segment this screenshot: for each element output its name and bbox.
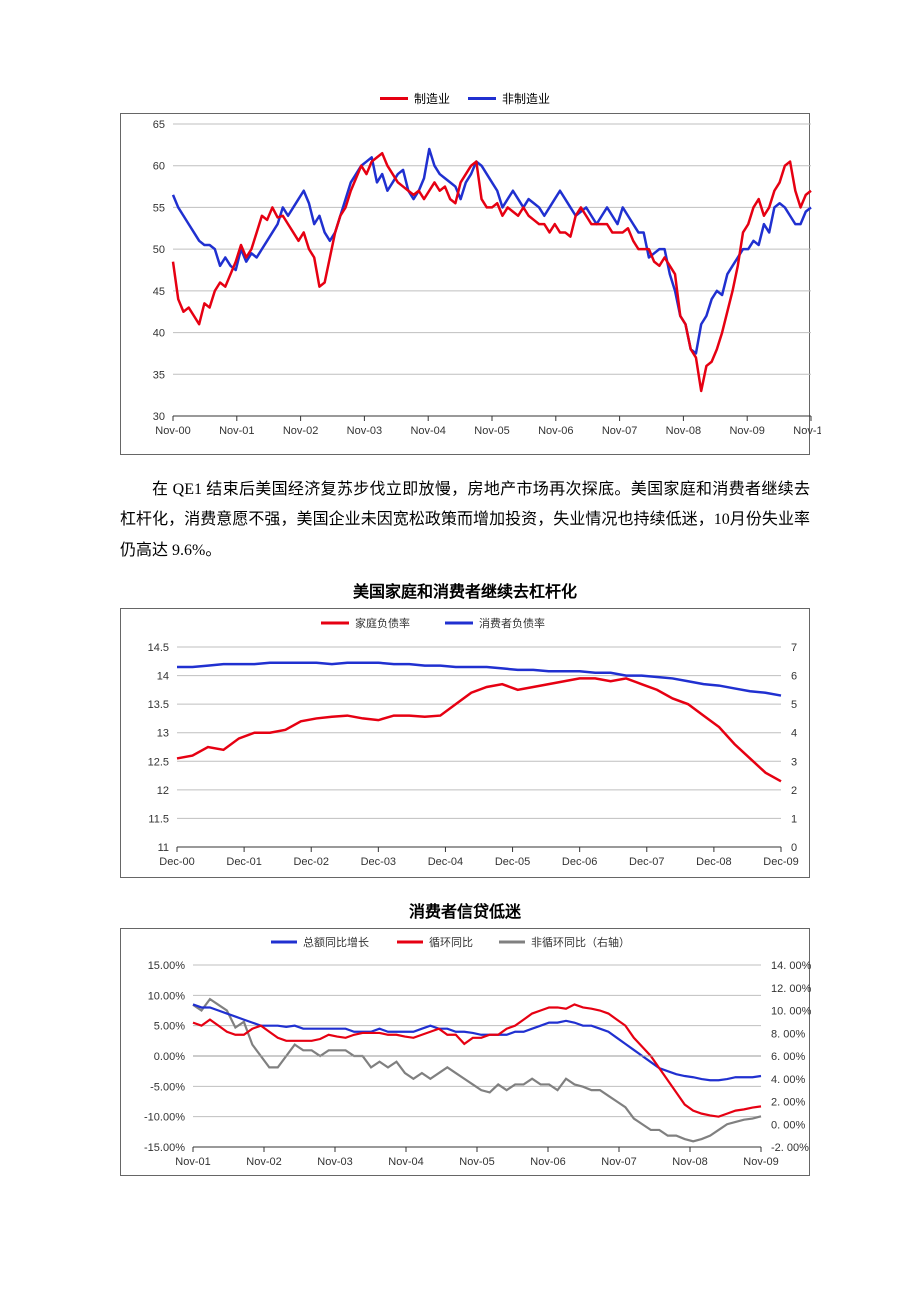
svg-text:Nov-03: Nov-03: [317, 1156, 352, 1168]
legend-swatch: [468, 97, 496, 100]
svg-text:4. 00%: 4. 00%: [771, 1074, 805, 1086]
svg-text:4: 4: [791, 728, 797, 740]
svg-text:Dec-07: Dec-07: [629, 856, 664, 868]
svg-text:Nov-06: Nov-06: [538, 425, 573, 437]
svg-text:循环同比: 循环同比: [429, 936, 473, 949]
svg-text:总额同比增长: 总额同比增长: [303, 935, 369, 949]
svg-text:Dec-06: Dec-06: [562, 856, 597, 868]
chart-credit-plot: 总额同比增长 循环同比 非循环同比（右轴） -15.00% -10.00% -5.00% 0…: [120, 928, 810, 1176]
svg-text:家庭负债率: 家庭负债率: [355, 616, 410, 630]
svg-text:6. 00%: 6. 00%: [771, 1051, 805, 1063]
svg-text:Nov-06: Nov-06: [530, 1156, 565, 1168]
svg-text:2: 2: [791, 785, 797, 797]
chart-deleverage-plot: 家庭负债率消费者负债率1111.51212.51313.51414.501234…: [120, 608, 810, 878]
svg-text:55: 55: [153, 202, 165, 214]
svg-text:Nov-08: Nov-08: [672, 1156, 707, 1168]
svg-text:Nov-00: Nov-00: [155, 425, 190, 437]
svg-text:10. 00%: 10. 00%: [771, 1006, 812, 1018]
svg-text:0: 0: [791, 842, 797, 854]
svg-text:14.5: 14.5: [148, 642, 169, 654]
svg-text:-10.00%: -10.00%: [144, 1112, 185, 1124]
chart-deleverage: 美国家庭和消费者继续去杠杆化 家庭负债率消费者负债率1111.51212.513…: [120, 578, 810, 878]
svg-text:Nov-01: Nov-01: [219, 425, 254, 437]
svg-text:Dec-04: Dec-04: [428, 856, 463, 868]
svg-text:-15.00%: -15.00%: [144, 1142, 185, 1154]
svg-text:Dec-08: Dec-08: [696, 856, 731, 868]
svg-text:Dec-05: Dec-05: [495, 856, 530, 868]
chart-title: 美国家庭和消费者继续去杠杆化: [120, 578, 810, 602]
svg-text:Nov-02: Nov-02: [283, 425, 318, 437]
svg-text:7: 7: [791, 642, 797, 654]
svg-text:非循环同比（右轴）: 非循环同比（右轴）: [531, 935, 630, 949]
svg-text:12: 12: [157, 785, 169, 797]
svg-text:11.5: 11.5: [148, 814, 169, 826]
svg-text:Nov-04: Nov-04: [388, 1156, 423, 1168]
svg-text:15.00%: 15.00%: [148, 960, 186, 972]
chart-pmi: 制造业 非制造业 30 35 40 45 50 55 60 65 Nov-00 Nov-01 Nov…: [120, 90, 810, 455]
svg-text:11: 11: [158, 842, 169, 854]
svg-text:Nov-03: Nov-03: [347, 425, 382, 437]
chart-pmi-legend: 制造业 非制造业: [120, 90, 810, 107]
svg-text:14: 14: [157, 671, 169, 683]
svg-text:Nov-02: Nov-02: [246, 1156, 281, 1168]
svg-text:Nov-10: Nov-10: [793, 425, 821, 437]
svg-text:0. 00%: 0. 00%: [771, 1119, 805, 1131]
svg-text:Nov-08: Nov-08: [666, 425, 701, 437]
svg-text:Dec-02: Dec-02: [293, 856, 328, 868]
svg-text:30: 30: [153, 411, 165, 423]
svg-text:13.5: 13.5: [148, 699, 169, 711]
svg-text:Dec-00: Dec-00: [159, 856, 194, 868]
svg-text:65: 65: [153, 119, 165, 131]
svg-text:35: 35: [153, 369, 165, 381]
svg-text:1: 1: [791, 814, 797, 826]
svg-text:Dec-09: Dec-09: [763, 856, 798, 868]
legend-label: 非制造业: [502, 90, 550, 107]
svg-text:Nov-09: Nov-09: [743, 1156, 778, 1168]
chart-pmi-plot: 30 35 40 45 50 55 60 65 Nov-00 Nov-01 Nov-02 Nov-03…: [120, 113, 810, 455]
svg-text:Dec-03: Dec-03: [361, 856, 396, 868]
body-paragraph: 在 QE1 结束后美国经济复苏步伐立即放慢，房地产市场再次探底。美国家庭和消费者…: [120, 475, 810, 566]
svg-text:5: 5: [791, 699, 797, 711]
svg-text:-2. 00%: -2. 00%: [771, 1142, 809, 1154]
svg-text:Nov-04: Nov-04: [410, 425, 445, 437]
svg-text:Dec-01: Dec-01: [226, 856, 261, 868]
svg-text:5.00%: 5.00%: [154, 1021, 185, 1033]
svg-text:Nov-07: Nov-07: [602, 425, 637, 437]
svg-text:13: 13: [157, 728, 169, 740]
legend-swatch: [380, 97, 408, 100]
svg-text:6: 6: [791, 671, 797, 683]
legend-item: 制造业: [380, 90, 450, 107]
chart-credit: 消费者信贷低迷 总额同比增长 循环同比 非循环同比（右轴） -15.00% -10.00…: [120, 898, 810, 1176]
svg-text:Nov-05: Nov-05: [459, 1156, 494, 1168]
svg-text:Nov-05: Nov-05: [474, 425, 509, 437]
svg-text:消费者负债率: 消费者负债率: [479, 616, 545, 630]
svg-text:Nov-09: Nov-09: [729, 425, 764, 437]
legend-label: 制造业: [414, 90, 450, 107]
chart-title: 消费者信贷低迷: [120, 898, 810, 922]
svg-text:3: 3: [791, 756, 797, 768]
svg-text:14. 00%: 14. 00%: [771, 960, 812, 972]
svg-text:Nov-07: Nov-07: [601, 1156, 636, 1168]
svg-text:2. 00%: 2. 00%: [771, 1097, 805, 1109]
svg-text:-5.00%: -5.00%: [150, 1082, 185, 1094]
svg-text:10.00%: 10.00%: [148, 991, 186, 1003]
svg-text:12.5: 12.5: [148, 756, 169, 768]
svg-text:8. 00%: 8. 00%: [771, 1028, 805, 1040]
svg-text:40: 40: [153, 328, 165, 340]
svg-text:60: 60: [153, 161, 165, 173]
svg-text:50: 50: [153, 244, 165, 256]
svg-text:45: 45: [153, 286, 165, 298]
svg-text:12. 00%: 12. 00%: [771, 983, 812, 995]
svg-text:Nov-01: Nov-01: [175, 1156, 210, 1168]
svg-text:0.00%: 0.00%: [154, 1051, 185, 1063]
legend-item: 非制造业: [468, 90, 550, 107]
